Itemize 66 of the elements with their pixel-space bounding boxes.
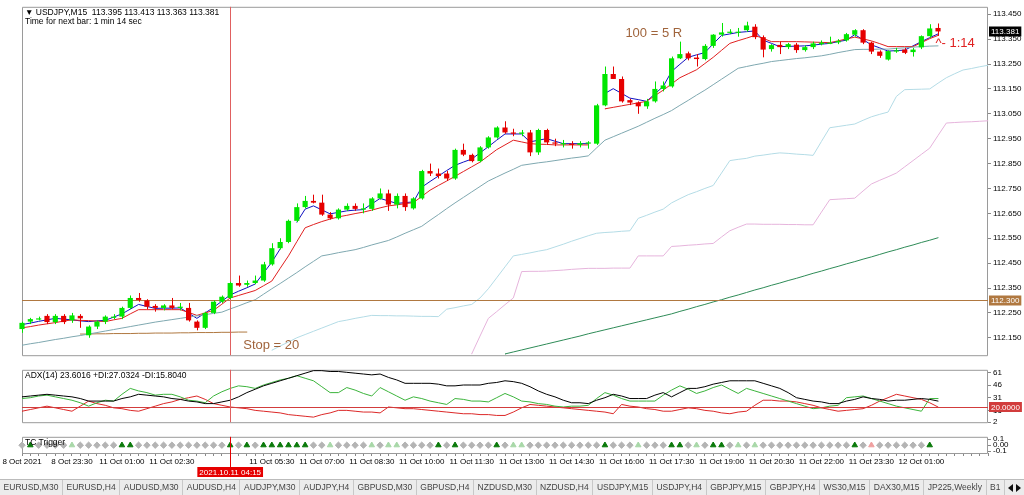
y-tick-label: 112.350 [993, 283, 1022, 293]
y-tick-label: 113.450 [993, 9, 1022, 19]
y-tick-label: 112.850 [993, 158, 1022, 168]
ref-line-label: 20.0000 [991, 402, 1021, 412]
x-tick-label: 11 Oct 23:30 [848, 457, 895, 466]
y-tick-label: 31 [993, 392, 1003, 402]
chart-title: ▼ USDJPY,M15 113.395 113.413 113.363 113.381 [25, 7, 220, 18]
y-tick-label: 113.150 [993, 84, 1022, 94]
x-tick-label: 11 Oct 07:00 [299, 457, 345, 466]
annotation: Stop = 20 [243, 337, 300, 353]
x-tick-label: 11 Oct 17:30 [648, 457, 695, 466]
text: USDJPY,H4 [652, 480, 707, 495]
x-tick-label: 11 Oct 19:00 [698, 457, 745, 466]
x-tick-label: 11 Oct 08:30 [349, 457, 395, 466]
text: EURUSD,M30 [0, 480, 63, 495]
y-tick-label: 112.450 [993, 258, 1022, 268]
x-tick-label: 11 Oct 10:00 [399, 457, 445, 466]
x-tick-label: 8 Oct 23:30 [51, 457, 94, 466]
text: WS30,M15 [819, 480, 871, 495]
y-tick-label: 112.750 [993, 183, 1022, 193]
text: AUDUSD,H4 [183, 480, 241, 495]
x-tick-label: 11 Oct 05:30 [249, 457, 295, 466]
text: NZDUSD,H4 [536, 480, 594, 495]
x-tick-label: 8 Oct 2021 [2, 457, 43, 466]
text: B1 [986, 480, 1006, 495]
chart-title: ADX(14) 23.6016 +DI:27.0324 -DI:15.8040 [25, 370, 187, 381]
x-tick-label: 11 Oct 14:30 [549, 457, 595, 466]
x-tick-label: 11 Oct 22:00 [798, 457, 845, 466]
x-tick-label: 12 Oct 01:00 [898, 457, 945, 466]
text: Time for next bar: 1 min 14 sec [25, 16, 143, 27]
y-tick-label: 61 [993, 367, 1003, 377]
chart-title: TC Trigger [25, 437, 66, 448]
y-tick-label: 46 [993, 380, 1003, 390]
x-tick-label: 11 Oct 13:00 [499, 457, 545, 466]
text: GBPUSD,M30 [353, 480, 417, 495]
text: AUDJPY,M30 [240, 480, 300, 495]
text: GBPJPY,H4 [766, 480, 820, 495]
x-tick-label: 11 Oct 01:00 [99, 457, 146, 466]
ref-line-label: 112.300 [991, 296, 1020, 306]
text: AUDJPY,H4 [299, 480, 354, 495]
annotation: 113.381 [991, 27, 1020, 37]
y-tick-label: 112.150 [993, 332, 1022, 342]
y-tick-label: 112.650 [993, 208, 1022, 218]
y-tick-label: -0.1 [993, 446, 1008, 456]
text: JP225,Weekly [924, 480, 987, 495]
annotation: 100 = 5 R [625, 24, 683, 40]
y-tick-label: 113.050 [993, 109, 1022, 119]
text: AUDUSD,M30 [120, 480, 184, 495]
x-tick-label: 11 Oct 20:30 [748, 457, 795, 466]
x-tick-label: 11 Oct 02:30 [149, 457, 196, 466]
x-tick-label: 2021.10.11 04:15 [199, 467, 262, 477]
text: NZDUSD,M30 [474, 480, 537, 495]
text: DAX30,M15 [870, 480, 925, 495]
y-tick-label: 113.350 [993, 34, 1022, 44]
text: GBPUSD,H4 [416, 480, 475, 495]
annotation: ^- 1:14 [935, 34, 975, 50]
text: EURUSD,H4 [62, 480, 121, 495]
y-tick-label: 2 [993, 417, 998, 427]
text: USDJPY,M15 [593, 480, 653, 495]
y-tick-label: 113.250 [993, 59, 1022, 69]
x-tick-label: 11 Oct 11:30 [449, 457, 495, 466]
y-tick-label: 112.950 [993, 133, 1022, 143]
x-tick-label: 11 Oct 16:00 [598, 457, 645, 466]
text: GBPJPY,M15 [706, 480, 767, 495]
y-tick-label: 112.250 [993, 308, 1022, 318]
y-tick-label: 112.550 [993, 233, 1022, 243]
